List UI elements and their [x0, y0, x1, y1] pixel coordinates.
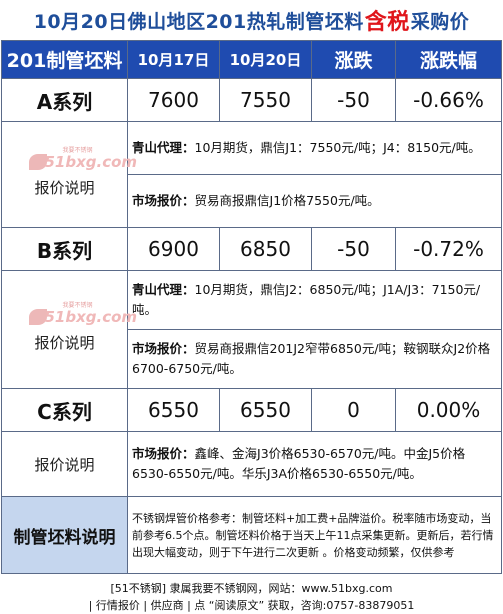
price-prev: 7600 — [127, 78, 220, 122]
detail-line: 青山代理：10月期货，鼎信J1：7550元/吨；J4：8150元/吨。 — [127, 121, 502, 175]
table-row: B系列 6900 6850 -50 -0.72% — [1, 227, 502, 271]
header-date-now: 10月20日 — [219, 40, 312, 79]
note-text: 不锈钢焊管价格参考：制管坯料+加工费+品牌溢价。税率随市场变动，当前参考6.5个… — [127, 496, 502, 574]
quote-note-label: 报价说明 — [34, 179, 95, 197]
note-label: 制管坯料说明 — [1, 496, 128, 574]
quote-note-label: 报价说明 — [34, 455, 95, 474]
price-change: -50 — [311, 227, 396, 271]
detail-line: 市场报价：贸易商报鼎信201J2窄带6850元/吨；鞍钢联众J2价格6700-6… — [127, 329, 502, 389]
title-part2: 采购价 — [410, 10, 470, 33]
table-row: 制管坯料说明 不锈钢焊管价格参考：制管坯料+加工费+品牌溢价。税率随市场变动，当… — [1, 496, 502, 574]
table-row: 报价说明 市场报价：鑫峰、金海J3价格6530-6570元/吨。中金J5价格65… — [1, 431, 502, 497]
detail-line: 青山代理：10月期货，鼎信J2：6850元/吨；J1A/J3：7150元/吨。 — [127, 270, 502, 330]
logo-swoosh-icon — [28, 309, 47, 325]
quote-note-label: 报价说明 — [34, 334, 95, 352]
title-highlight: 含税 — [364, 10, 410, 35]
price-change: -50 — [311, 78, 396, 122]
detail-line: 市场报价：贸易商报鼎信J1价格7550元/吨。 — [127, 174, 502, 228]
watermark-logo: 我要不锈钢 51bxg.com — [28, 302, 137, 328]
detail-line: 市场报价：鑫峰、金海J3价格6530-6570元/吨。中金J5价格6530-65… — [127, 431, 502, 497]
price-change-pct: -0.66% — [395, 78, 502, 122]
table-row: 市场报价：贸易商报鼎信J1价格7550元/吨。 — [2, 174, 502, 228]
table-row: 我要不锈钢 51bxg.com 报价说明 青山代理：10月期货，鼎信J1：755… — [1, 121, 502, 228]
price-now: 6550 — [219, 388, 312, 432]
watermark-logo: 我要不锈钢 51bxg.com — [28, 147, 137, 173]
series-name: A系列 — [1, 78, 128, 122]
series-name: B系列 — [1, 227, 128, 271]
title-part1: 10月20日佛山地区201热轧制管坯料 — [33, 10, 364, 33]
table-row: 市场报价：贸易商报鼎信201J2窄带6850元/吨；鞍钢联众J2价格6700-6… — [2, 329, 502, 389]
price-prev: 6550 — [127, 388, 220, 432]
price-now: 7550 — [219, 78, 312, 122]
header-product: 201制管坯料 — [1, 40, 128, 79]
header-date-prev: 10月17日 — [127, 40, 220, 79]
header-change-pct: 涨跌幅 — [395, 40, 502, 79]
footer-line-2: | 行情报价 | 供应商 | 点 “阅读原文” 获取，咨询:0757-83879… — [88, 599, 415, 612]
page-title: 10月20日佛山地区201热轧制管坯料 含税 采购价 — [0, 0, 503, 40]
table-row: 我要不锈钢 51bxg.com 报价说明 青山代理：10月期货，鼎信J2：685… — [1, 270, 502, 389]
price-change: 0 — [311, 388, 396, 432]
table-header-row: 201制管坯料 10月17日 10月20日 涨跌 涨跌幅 — [1, 40, 502, 79]
header-change: 涨跌 — [311, 40, 396, 79]
price-change-pct: 0.00% — [395, 388, 502, 432]
quote-note-cell: 报价说明 — [1, 431, 128, 497]
quote-note-cell: 我要不锈钢 51bxg.com 报价说明 — [1, 270, 137, 389]
footer-line-1: [51不锈钢] 隶属我要不锈钢网，网站：www.51bxg.com — [110, 582, 393, 595]
table-row: A系列 7600 7550 -50 -0.66% — [1, 78, 502, 122]
price-table: 201制管坯料 10月17日 10月20日 涨跌 涨跌幅 A系列 7600 75… — [1, 40, 502, 574]
price-change-pct: -0.72% — [395, 227, 502, 271]
table-row: C系列 6550 6550 0 0.00% — [1, 388, 502, 432]
logo-swoosh-icon — [28, 154, 47, 170]
price-prev: 6900 — [127, 227, 220, 271]
quote-note-cell: 我要不锈钢 51bxg.com 报价说明 — [1, 121, 137, 228]
series-name: C系列 — [1, 388, 128, 432]
price-now: 6850 — [219, 227, 312, 271]
footer: [51不锈钢] 隶属我要不锈钢网，网站：www.51bxg.com | 行情报价… — [0, 580, 503, 614]
